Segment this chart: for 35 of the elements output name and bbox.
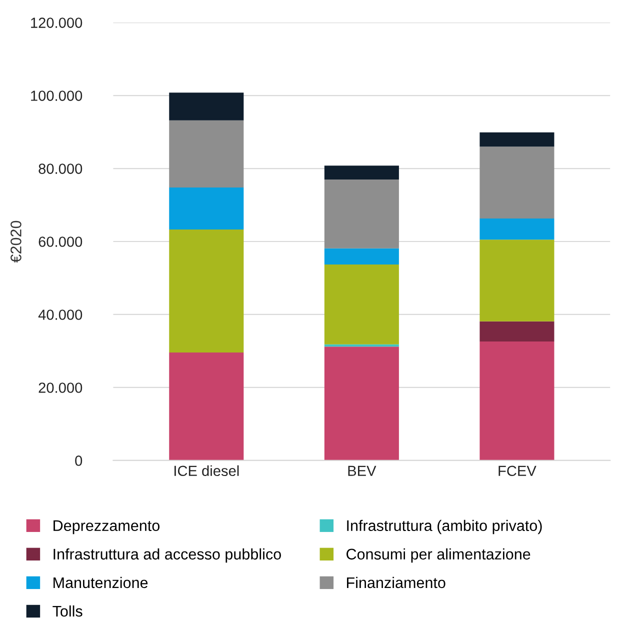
bar bbox=[169, 120, 244, 188]
legend-label: Finanziamento bbox=[347, 576, 446, 588]
bar bbox=[169, 229, 244, 352]
bar bbox=[324, 344, 399, 347]
legend-label: Manutenzione bbox=[54, 576, 148, 588]
bar bbox=[169, 92, 244, 120]
bar bbox=[480, 240, 554, 322]
bar bbox=[480, 218, 554, 240]
bar bbox=[324, 179, 399, 248]
bar bbox=[324, 248, 399, 264]
bar bbox=[169, 187, 244, 230]
legend-label: Tolls bbox=[52, 605, 82, 617]
legend-label: Infrastruttura (ambito privato) bbox=[347, 520, 542, 534]
x-tick-label: BEV bbox=[348, 466, 376, 476]
bar bbox=[324, 346, 399, 460]
bar bbox=[324, 264, 399, 344]
legend-label: Deprezzamento bbox=[54, 520, 160, 534]
y-tick-label: 100.000 bbox=[31, 90, 82, 101]
x-tick-label: FCEV bbox=[498, 466, 536, 476]
bar bbox=[480, 132, 554, 147]
y-axis-title: €2020 bbox=[10, 220, 22, 263]
y-tick-label: 0 bbox=[75, 456, 82, 466]
legend-label: Consumi per alimentazione bbox=[346, 548, 530, 563]
legend-label: Infrastruttura ad accesso pubblico bbox=[54, 548, 281, 563]
bar bbox=[480, 341, 554, 460]
bar bbox=[324, 166, 399, 180]
y-tick-label: 120.000 bbox=[31, 18, 82, 28]
bar bbox=[169, 352, 244, 460]
bar bbox=[480, 146, 554, 219]
x-tick-label: ICE diesel bbox=[174, 465, 239, 476]
y-tick-label: 40.000 bbox=[38, 310, 82, 320]
y-tick-label: 20.000 bbox=[38, 382, 82, 393]
y-tick-label: 60.000 bbox=[38, 236, 82, 247]
bar bbox=[480, 321, 554, 342]
y-tick-label: 80.000 bbox=[38, 164, 82, 174]
